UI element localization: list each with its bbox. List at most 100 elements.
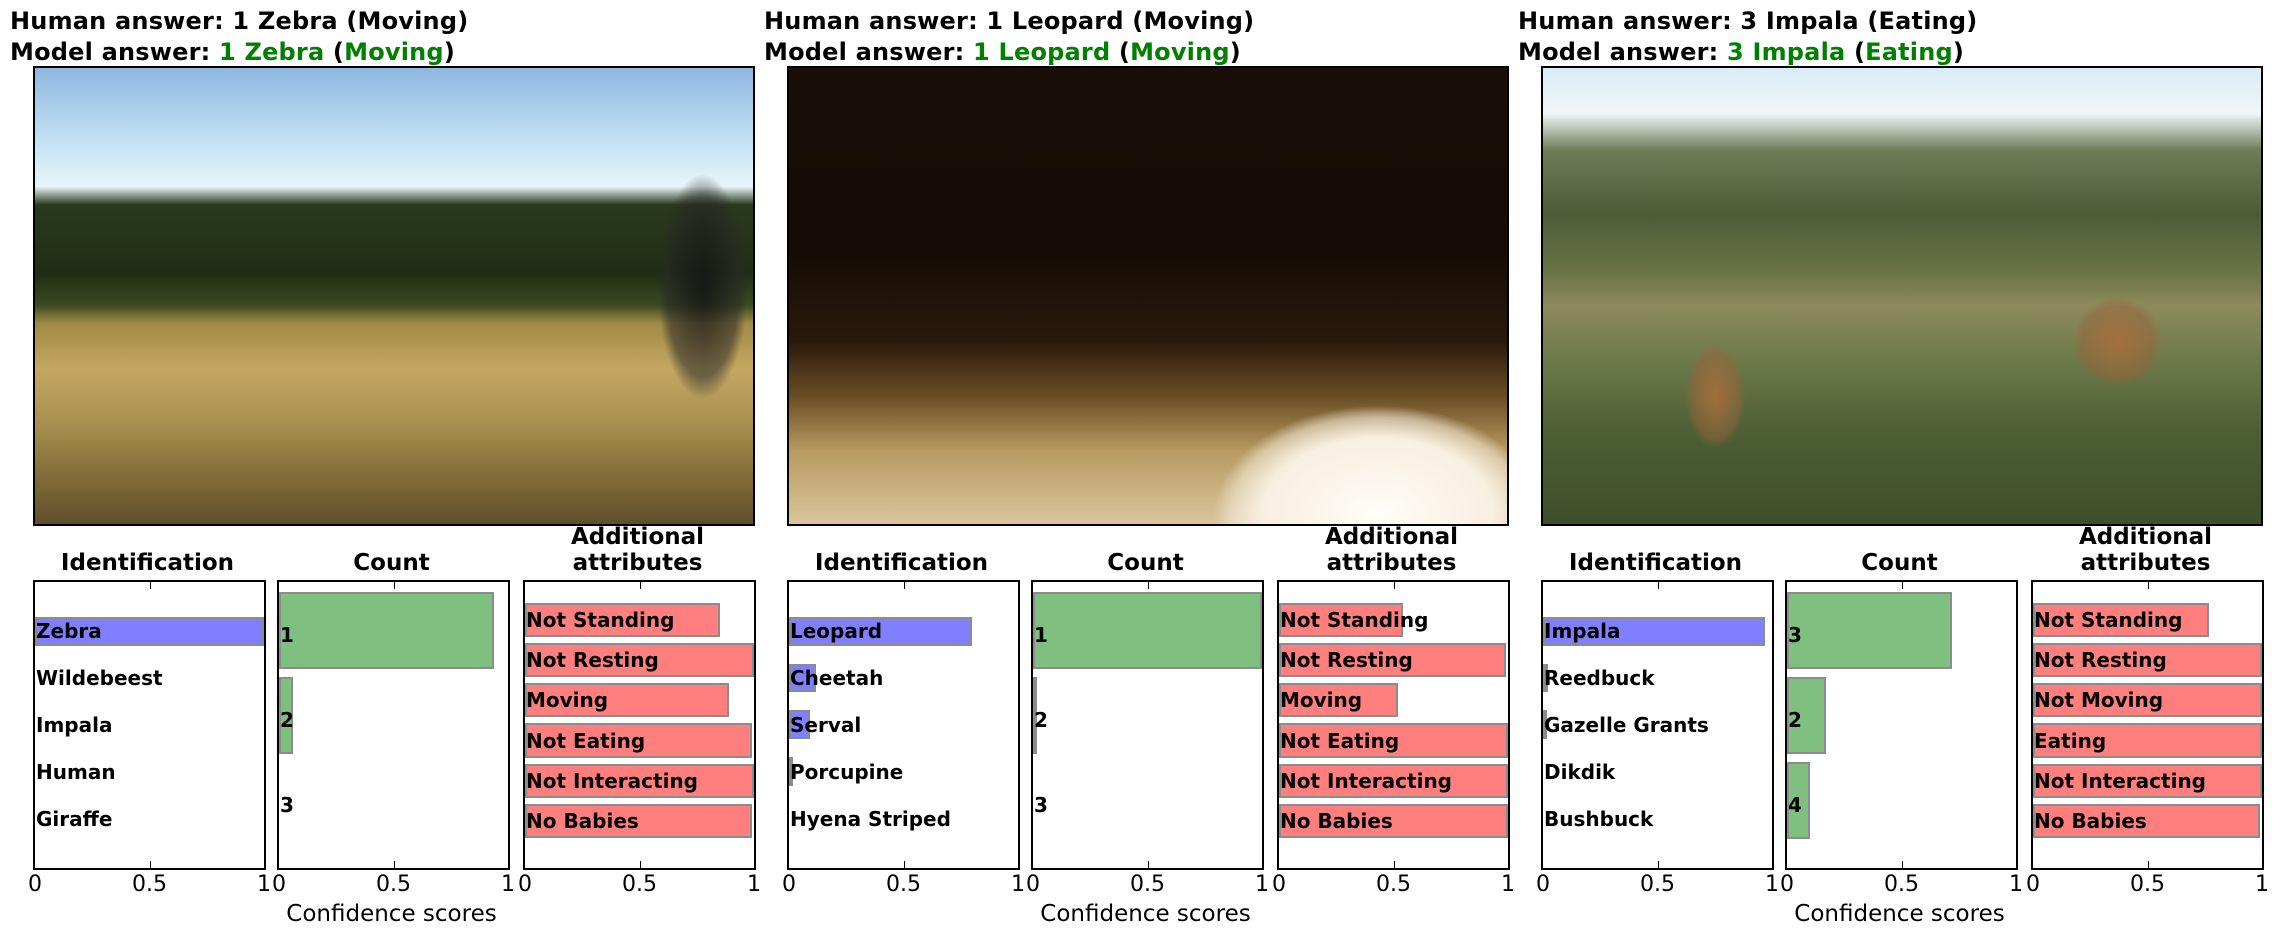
attributes-title-line1: Additional — [2078, 524, 2213, 550]
confidence-bar — [789, 663, 817, 693]
bar-label: Gazelle Grants — [1544, 712, 1709, 737]
confidence-bar — [1279, 643, 1506, 678]
x-tick-label: 1 — [2009, 872, 2023, 897]
axis-tick — [903, 861, 905, 868]
axis-tick — [903, 582, 905, 589]
human-answer-value: 1 Leopard (Moving) — [986, 7, 1255, 35]
axis-tick — [639, 861, 641, 868]
model-answer-behavior: Moving — [344, 38, 444, 66]
bar-label: Not Standing — [526, 608, 675, 633]
x-tick-label: 1 — [2255, 872, 2269, 897]
human-answer: Human answer: 3 Impala (Eating) — [1518, 7, 1977, 35]
bar-label: Impala — [36, 712, 113, 737]
bar-label: Human — [36, 759, 116, 784]
x-axis-label: Confidence scores — [1040, 901, 1251, 927]
attributes-title-line1: Additional — [570, 524, 705, 550]
axis-tick — [1147, 582, 1149, 589]
model-answer-prefix: Model answer: — [764, 38, 974, 66]
count-title: Count — [1861, 550, 1938, 576]
axis-tick — [2147, 582, 2149, 589]
bar-label: Impala — [1544, 619, 1621, 644]
identification-title: Identification — [814, 550, 989, 576]
model-answer-species: 1 Leopard — [973, 38, 1111, 66]
attributes-title: Additional attributes — [513, 524, 762, 576]
human-answer-value: 1 Zebra (Moving) — [232, 7, 469, 35]
human-answer: Human answer: 1 Zebra (Moving) — [10, 7, 468, 35]
human-answer-value: 3 Impala (Eating) — [1740, 7, 1978, 35]
model-answer: Model answer: 1 Leopard (Moving) — [764, 38, 1241, 66]
x-tick-label: 0.5 — [1376, 872, 1411, 897]
bar-label: Not Resting — [1280, 648, 1413, 673]
x-tick-label: 0 — [2026, 872, 2040, 897]
bar-label: Hyena Striped — [790, 806, 951, 831]
axis-tick — [149, 861, 151, 868]
bar-label: Not Moving — [2034, 688, 2164, 713]
bar-label: No Babies — [526, 808, 639, 833]
confidence-bar — [525, 723, 752, 758]
confidence-bar — [2033, 603, 2210, 638]
bar-label: Not Interacting — [526, 768, 698, 793]
example-column-2: Human answer: 1 Leopard (Moving) Model a… — [754, 0, 1515, 938]
confidence-bar — [1543, 663, 1548, 693]
x-tick-label: 0.5 — [132, 872, 167, 897]
confidence-bar — [525, 603, 720, 638]
confidence-bar — [279, 592, 495, 670]
confidence-bar — [1543, 616, 1766, 646]
count-chart: 1 2 3 — [277, 580, 510, 870]
confidence-bar — [1279, 803, 1508, 838]
count-title: Count — [353, 550, 430, 576]
bar-label: Serval — [790, 712, 862, 737]
confidence-bar — [1033, 677, 1037, 755]
leopard-night-camera-trap-photo — [787, 66, 1509, 526]
bar-label: Moving — [526, 688, 609, 713]
model-answer-prefix: Model answer: — [10, 38, 220, 66]
bar-label: Eating — [2034, 728, 2107, 753]
axis-tick — [639, 582, 641, 589]
confidence-bar — [1543, 710, 1547, 740]
x-axis-label: Confidence scores — [1794, 901, 2005, 927]
identification-title: Identification — [1568, 550, 1743, 576]
model-answer-close-paren: ) — [443, 38, 455, 66]
x-tick-label: 0 — [1536, 872, 1550, 897]
x-tick-label: 0 — [518, 872, 532, 897]
model-answer-prefix: Model answer: — [1518, 38, 1728, 66]
model-answer-species: 3 Impala — [1727, 38, 1846, 66]
attributes-title-line2: attributes — [2080, 550, 2211, 576]
confidence-bar — [525, 643, 754, 678]
bar-label: 2 — [280, 707, 294, 732]
bar-label: 4 — [1788, 792, 1802, 817]
confidence-bar — [1279, 763, 1508, 798]
bar-label: Not Standing — [2034, 608, 2183, 633]
bar-label: 3 — [1034, 792, 1048, 817]
identification-chart: Leopard Cheetah Serval Porcupine Hyena Strip… — [787, 580, 1020, 870]
axis-tick — [1393, 861, 1395, 868]
confidence-bar — [35, 616, 264, 646]
x-tick-label: 0.5 — [1884, 872, 1919, 897]
confidence-bar — [525, 763, 754, 798]
model-answer-open-paren: ( — [1110, 38, 1131, 66]
bar-label: Reedbuck — [1544, 666, 1655, 690]
confidence-bar — [2033, 803, 2260, 838]
bar-label: Cheetah — [790, 666, 884, 690]
x-tick-label: 0.5 — [2130, 872, 2165, 897]
attributes-title: Additional attributes — [2021, 524, 2270, 576]
human-answer-prefix: Human answer: — [764, 7, 987, 35]
x-axis-label: Confidence scores — [286, 901, 497, 927]
human-answer-prefix: Human answer: — [1518, 7, 1741, 35]
x-tick-label: 0 — [1780, 872, 1794, 897]
x-tick-label: 1 — [1011, 872, 1025, 897]
x-tick-label: 0.5 — [376, 872, 411, 897]
bar-label: 2 — [1788, 707, 1802, 732]
human-answer-prefix: Human answer: — [10, 7, 233, 35]
x-tick-label: 1 — [1501, 872, 1515, 897]
bar-label: Not Interacting — [1280, 768, 1452, 793]
count-title: Count — [1107, 550, 1184, 576]
axis-tick — [1657, 861, 1659, 868]
confidence-bar — [1787, 592, 1952, 670]
bar-label: Moving — [1280, 688, 1363, 713]
bar-label: Not Resting — [2034, 648, 2167, 673]
model-answer-behavior: Eating — [1865, 38, 1953, 66]
x-tick-label: 0 — [28, 872, 42, 897]
x-tick-label: 1 — [1255, 872, 1269, 897]
bar-label: Leopard — [790, 619, 883, 644]
